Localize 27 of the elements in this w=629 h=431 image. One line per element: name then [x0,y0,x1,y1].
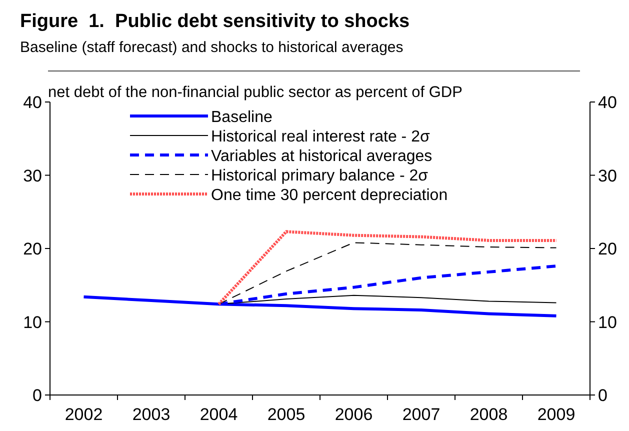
y2-tick-label: 20 [598,240,617,258]
legend-label: One time 30 percent depreciation [211,187,448,204]
x-tick-label: 2005 [267,405,306,424]
x-tick-label: 2002 [64,405,103,424]
legend-label: Variables at historical averages [211,148,432,165]
legend-label: Baseline [211,109,272,126]
line-series [217,230,558,306]
y2-tick-label: 40 [598,93,617,112]
x-tick-label: 2004 [200,405,238,424]
legend-label: Historical primary balance - 2σ [211,168,428,184]
x-tick-label: 2003 [132,405,170,424]
y-tick-label: 10 [23,312,42,332]
x-tick-label: 2009 [537,405,576,424]
chart-title: Figure 1. Public debt sensitivity to shocks [20,11,410,32]
x-tick-label: 2006 [334,405,373,424]
x-tick-label: 2008 [470,405,508,424]
legend-label: Historical real interest rate - 2σ [211,128,430,146]
y-tick-label: 0 [32,386,42,405]
y-tick-label: 40 [23,93,42,112]
y-axis-title: net debt of the non-financial public sector as percent of GDP [48,84,462,101]
chart-subtitle: Baseline (staff forecast) and shocks to historical averages [20,39,404,56]
y2-tick-label: 30 [598,166,617,186]
y2-tick-label: 0 [598,386,608,405]
y-tick-label: 30 [23,166,42,186]
y-tick-label: 20 [23,240,42,258]
y2-tick-label: 10 [598,312,617,332]
x-tick-label: 2007 [402,405,440,424]
